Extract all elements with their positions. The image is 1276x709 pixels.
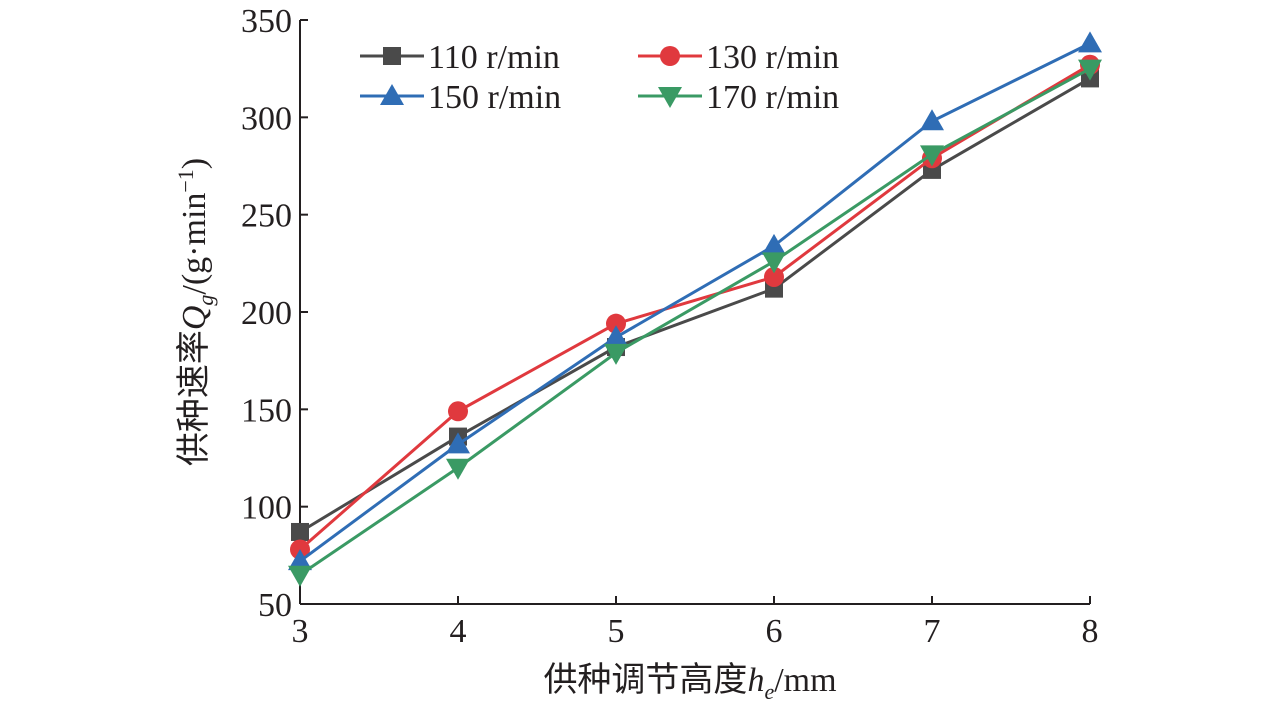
legend-marker bbox=[658, 87, 682, 108]
data-point bbox=[764, 266, 784, 287]
data-point bbox=[446, 432, 470, 454]
y-axis-unit: /(g·min bbox=[176, 193, 213, 295]
data-point bbox=[291, 522, 309, 541]
data-point bbox=[448, 401, 468, 422]
data-point bbox=[604, 325, 628, 347]
legend-item: 110 r/min bbox=[360, 39, 560, 76]
data-point bbox=[1078, 59, 1102, 81]
x-tick-label: 5 bbox=[608, 613, 625, 650]
legend-label: 150 r/min bbox=[428, 79, 561, 116]
data-point bbox=[604, 343, 628, 365]
y-tick-label: 200 bbox=[241, 295, 292, 332]
x-tick-label: 7 bbox=[924, 613, 941, 650]
x-axis-unit: /mm bbox=[774, 662, 836, 699]
legend-label: 170 r/min bbox=[706, 79, 839, 116]
y-tick-label: 150 bbox=[241, 392, 292, 429]
series-3 bbox=[288, 31, 1102, 571]
y-axis-unit-sup: −1 bbox=[173, 169, 198, 192]
y-tick-label: 100 bbox=[241, 490, 292, 527]
y-tick-label: 350 bbox=[241, 3, 292, 40]
series-line bbox=[299, 77, 1091, 534]
axes bbox=[299, 20, 1090, 605]
legend-item: 130 r/min bbox=[638, 39, 839, 76]
data-point bbox=[1078, 31, 1102, 53]
y-tick-label: 250 bbox=[241, 198, 292, 235]
y-axis-unit-close: ) bbox=[176, 158, 213, 169]
y-tick-label: 50 bbox=[258, 587, 292, 624]
data-point bbox=[606, 313, 626, 334]
legend-marker bbox=[660, 46, 680, 66]
x-axis-subscript: e bbox=[764, 679, 774, 704]
data-point bbox=[446, 458, 470, 480]
y-tick-label: 300 bbox=[241, 100, 292, 137]
series-4 bbox=[288, 59, 1102, 587]
legend-label: 130 r/min bbox=[706, 39, 839, 76]
y-axis-label: 供种速率 bbox=[174, 330, 214, 466]
x-axis-symbol: h bbox=[747, 662, 764, 699]
data-point bbox=[762, 233, 786, 255]
x-axis-label: 供种调节高度 bbox=[543, 660, 747, 700]
x-axis-title: 供种调节高度he/mm bbox=[543, 660, 836, 704]
series-1 bbox=[291, 69, 1099, 541]
legend-label: 110 r/min bbox=[428, 39, 560, 76]
legend-marker bbox=[383, 47, 401, 65]
series-layer bbox=[288, 31, 1102, 587]
data-point bbox=[288, 565, 312, 587]
y-axis-subscript: g bbox=[193, 295, 218, 306]
data-point bbox=[288, 549, 312, 571]
x-ticks: 3 4 5 6 7 8 bbox=[292, 596, 1099, 650]
data-point bbox=[762, 252, 786, 274]
y-axis-symbol: Q bbox=[176, 306, 213, 331]
data-point bbox=[920, 145, 944, 167]
data-point bbox=[920, 109, 944, 131]
series-line bbox=[299, 67, 1091, 577]
x-tick-label: 4 bbox=[450, 613, 467, 650]
legend-marker bbox=[380, 84, 404, 105]
legend: 110 r/min 130 r/min 150 r/min 170 r/min bbox=[360, 39, 839, 116]
legend-item: 150 r/min bbox=[360, 79, 561, 116]
y-axis-title: 供种速率Qg/(g·min−1) bbox=[173, 158, 218, 466]
x-tick-label: 6 bbox=[766, 613, 783, 650]
x-tick-label: 8 bbox=[1082, 613, 1099, 650]
series-line bbox=[299, 42, 1091, 563]
legend-item: 170 r/min bbox=[638, 79, 839, 116]
x-tick-label: 3 bbox=[292, 613, 309, 650]
y-ticks: 50 100 150 200 250 300 350 bbox=[241, 3, 308, 624]
series-line bbox=[299, 63, 1091, 551]
